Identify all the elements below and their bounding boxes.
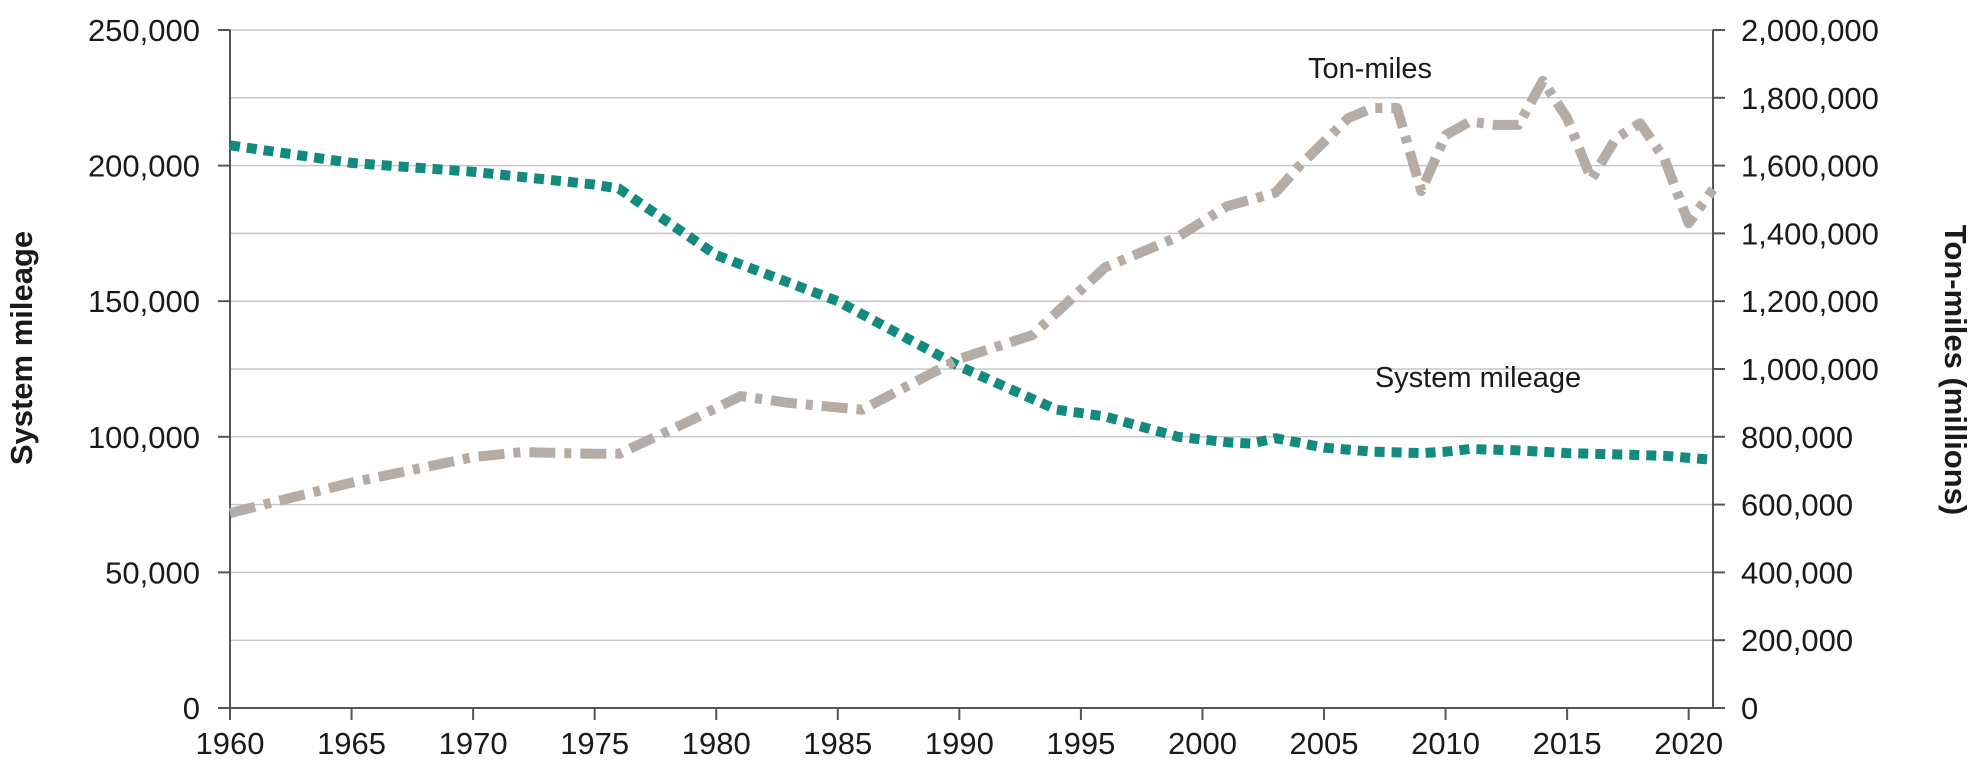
x-tick-label: 2005 (1290, 726, 1359, 761)
x-tick-label: 2020 (1654, 726, 1723, 761)
x-axis: 1960 1965 1970 1975 1980 1985 1990 1995 2000 2005… (196, 707, 1723, 761)
left-y-axis: 0 50,000 100,000 150,000 200,000 250,000 (88, 13, 231, 726)
right-y-axis-title: Ton-miles (millions) (1938, 225, 1973, 516)
left-y-tick-label: 0 (183, 691, 200, 726)
system-mileage-annotation: System mileage (1375, 362, 1581, 394)
right-y-tick-label: 1,800,000 (1741, 81, 1879, 116)
x-tick-label: 1975 (560, 726, 629, 761)
right-y-tick-label: 2,000,000 (1741, 13, 1879, 48)
ton-miles-series-line (228, 75, 1718, 518)
left-y-tick-label: 100,000 (88, 420, 200, 455)
x-tick-label: 1985 (803, 726, 872, 761)
right-y-tick-label: 0 (1741, 691, 1758, 726)
left-y-tick-label: 50,000 (105, 555, 200, 590)
x-tick-label: 1970 (439, 726, 508, 761)
right-y-tick-label: 1,000,000 (1741, 352, 1879, 387)
x-tick-label: 2000 (1168, 726, 1237, 761)
left-y-axis-title: System mileage (4, 231, 39, 465)
left-y-tick-label: 250,000 (88, 13, 200, 48)
right-y-tick-label: 800,000 (1741, 420, 1853, 455)
left-y-tick-label: 200,000 (88, 149, 200, 184)
ton-miles-annotation: Ton-miles (1308, 53, 1432, 85)
x-tick-label: 1980 (682, 726, 751, 761)
right-y-tick-label: 1,400,000 (1741, 216, 1879, 251)
gridlines (230, 29, 1713, 641)
x-tick-label: 1990 (925, 726, 994, 761)
x-tick-label: 1995 (1046, 726, 1115, 761)
x-tick-label: 2015 (1533, 726, 1602, 761)
right-y-axis: 0 200,000 400,000 600,000 800,000 1,000,000 1,… (1712, 13, 1879, 726)
right-y-tick-label: 400,000 (1741, 555, 1853, 590)
x-tick-label: 1960 (196, 726, 265, 761)
right-y-tick-label: 1,200,000 (1741, 284, 1879, 319)
series-layer (228, 75, 1718, 518)
system-mileage-series-line (229, 140, 1714, 465)
right-y-tick-label: 200,000 (1741, 623, 1853, 658)
x-tick-label: 2010 (1411, 726, 1480, 761)
left-y-tick-label: 150,000 (88, 284, 200, 319)
x-tick-label: 1965 (317, 726, 386, 761)
right-y-tick-label: 1,600,000 (1741, 149, 1879, 184)
right-y-tick-label: 600,000 (1741, 488, 1853, 523)
